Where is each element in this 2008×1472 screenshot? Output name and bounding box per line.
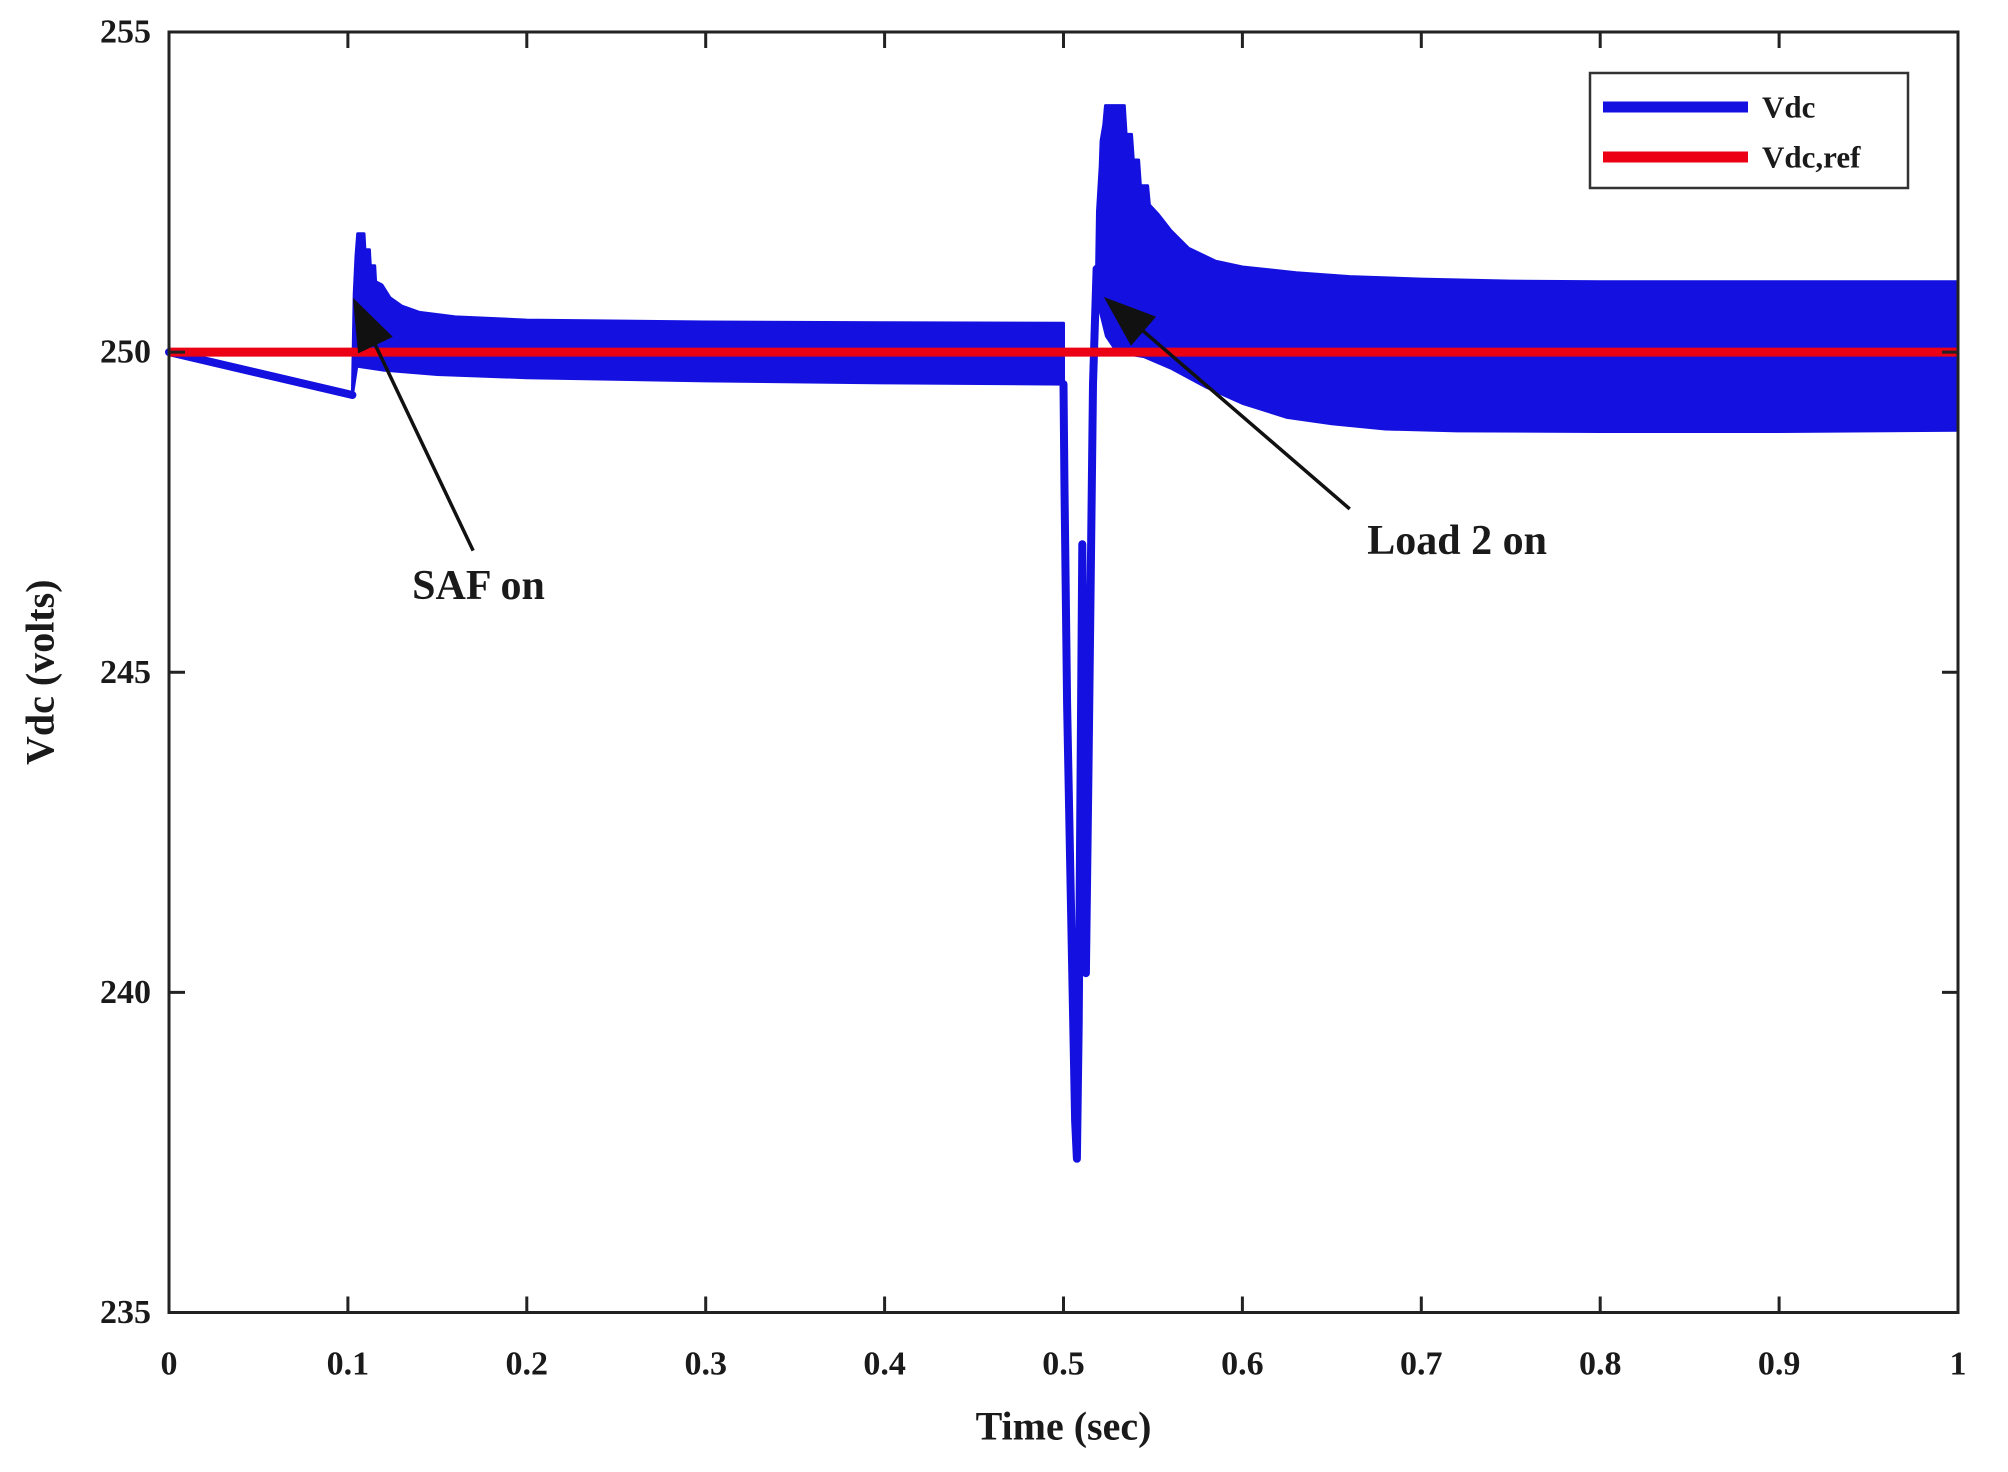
vdc-line-0 — [165, 348, 357, 399]
annotation-text-0: SAF on — [412, 563, 545, 609]
x-tick-label: 0.6 — [1221, 1346, 1264, 1383]
legend-box — [1588, 71, 1910, 190]
x-tick-label: 0.7 — [1400, 1346, 1443, 1383]
y-tick-label: 255 — [100, 14, 151, 51]
x-tick-label: 0.2 — [506, 1346, 549, 1383]
y-axis-label: Vdc (volts) — [18, 579, 63, 765]
x-tick-label: 0.4 — [863, 1346, 906, 1383]
x-tick-label: 1 — [1950, 1346, 1967, 1383]
x-axis-label: Time (sec) — [976, 1404, 1152, 1449]
annotation-arrow-0 — [352, 297, 475, 552]
y-tick-label: 240 — [100, 974, 151, 1011]
y-tick-label: 250 — [100, 334, 151, 371]
legend-label-vdc: Vdc — [1762, 90, 1815, 125]
x-tick-label: 0.3 — [684, 1346, 727, 1383]
y-tick-label: 245 — [100, 654, 151, 691]
annotation-arrow-1 — [1103, 296, 1351, 511]
annotation-text-1: Load 2 on — [1367, 518, 1547, 564]
x-tick-label: 0.1 — [327, 1346, 370, 1383]
x-tick-label: 0.5 — [1042, 1346, 1085, 1383]
x-tick-label: 0.8 — [1579, 1346, 1622, 1383]
y-tick-label: 235 — [100, 1294, 151, 1331]
x-tick-label: 0.9 — [1758, 1346, 1801, 1383]
legend-label-vdc-ref: Vdc,ref — [1762, 140, 1861, 175]
x-tick-label: 0 — [161, 1346, 178, 1383]
vdc-line-1 — [1059, 264, 1101, 1163]
